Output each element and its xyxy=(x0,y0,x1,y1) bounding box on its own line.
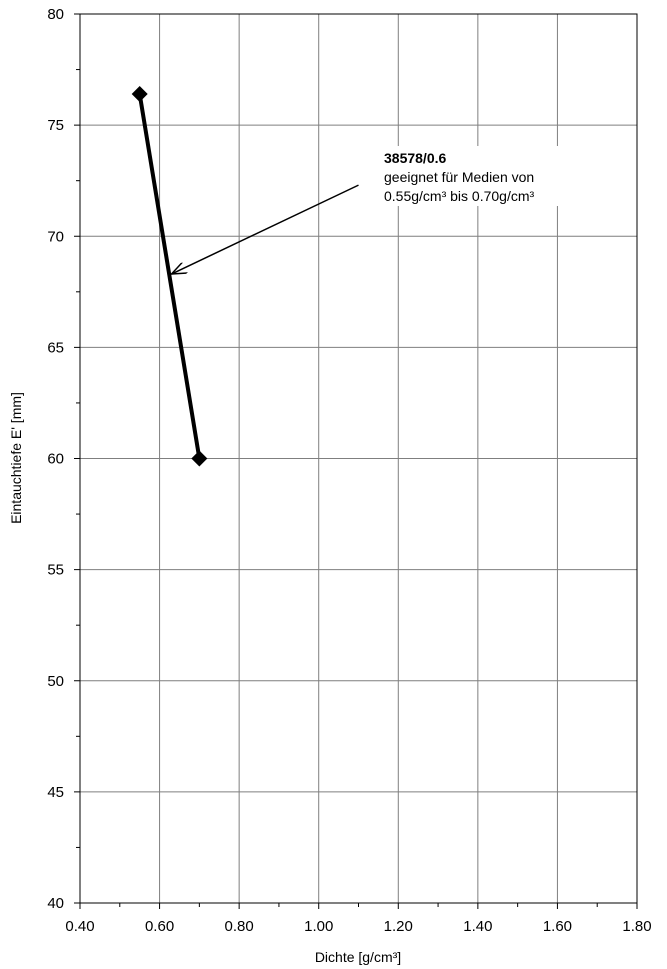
x-tick-label: 0.80 xyxy=(225,918,254,935)
y-tick-label: 60 xyxy=(47,451,64,468)
annotation-arrow xyxy=(172,184,359,274)
y-tick-label: 45 xyxy=(47,784,64,801)
y-tick-label: 40 xyxy=(47,895,64,912)
x-tick-label: 1.00 xyxy=(304,918,333,935)
x-axis-title: Dichte [g/cm³] xyxy=(315,949,401,965)
y-tick-label: 70 xyxy=(47,228,64,245)
x-tick-label: 1.80 xyxy=(622,918,651,935)
annotation-box xyxy=(370,146,606,206)
y-tick-label: 80 xyxy=(47,6,64,23)
y-axis-title: Eintauchtiefe E' [mm] xyxy=(8,392,24,524)
data-point-marker xyxy=(131,86,148,103)
x-tick-labels: 0.40 0.60 0.80 1.00 1.20 1.40 1.60 1.80 xyxy=(65,918,651,935)
x-tick-label: 1.20 xyxy=(384,918,413,935)
annotation-line-1: geeignet für Medien von xyxy=(384,169,534,185)
annotation-line-2: 0.55g/cm³ bis 0.70g/cm³ xyxy=(384,188,535,204)
minor-ticks xyxy=(74,13,638,909)
x-tick-label: 1.40 xyxy=(463,918,492,935)
annotation-title: 38578/0.6 xyxy=(384,150,446,166)
y-tick-label: 75 xyxy=(47,117,64,134)
x-tick-label: 0.60 xyxy=(145,918,174,935)
y-tick-label: 55 xyxy=(47,562,64,579)
series-group xyxy=(131,86,208,467)
y-tick-label: 65 xyxy=(47,339,64,356)
x-tick-label: 0.40 xyxy=(65,918,94,935)
series-line xyxy=(137,93,202,459)
x-tick-label: 1.60 xyxy=(543,918,572,935)
plot-frame xyxy=(79,13,638,904)
y-tick-labels: 40 45 50 55 60 65 70 75 80 xyxy=(47,6,64,912)
y-tick-label: 50 xyxy=(47,673,64,690)
data-point-marker xyxy=(191,450,208,467)
